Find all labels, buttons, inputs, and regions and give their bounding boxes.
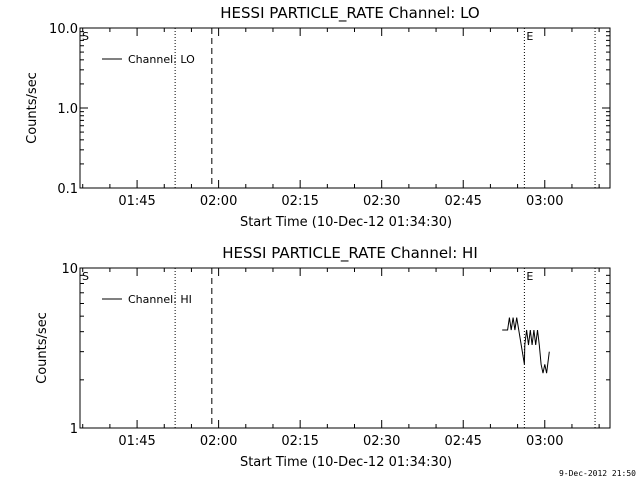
timestamp-label: 9-Dec-2012 21:50 [559,469,636,478]
x-tick-label: 02:15 [281,434,318,449]
x-tick-label: 01:45 [118,434,155,449]
y-tick-label: 1 [70,422,78,437]
x-tick-label: 02:00 [200,434,237,449]
x-tick-label: 02:30 [363,194,400,209]
y-axis-label-lo: Counts/sec [25,72,40,144]
x-tick-label: 02:45 [444,194,481,209]
x-tick-label: 02:00 [200,194,237,209]
y-tick-label: 1.0 [57,102,78,117]
y-tick-label: 10 [61,262,78,277]
series-line [502,317,550,374]
chart-panel-hi: HESSI PARTICLE_RATE Channel: HI Start Ti… [35,244,611,470]
y-tick-label: 0.1 [57,182,78,197]
x-tick-label: 02:30 [363,434,400,449]
x-axis-label-hi: Start Time (10-Dec-12 01:34:30) [240,455,452,470]
x-tick-label: 01:45 [118,194,155,209]
time-marker-label: E [526,30,533,43]
x-tick-label: 03:00 [526,194,563,209]
chart-title-lo: HESSI PARTICLE_RATE Channel: LO [220,4,479,23]
legend-label: Channel: HI [128,293,192,306]
x-tick-label: 02:15 [281,194,318,209]
x-axis-label-lo: Start Time (10-Dec-12 01:34:30) [240,215,452,230]
plot-frame [79,27,611,189]
plot-frame [79,267,611,429]
y-axis-label-hi: Counts/sec [35,312,50,384]
x-tick-label: 03:00 [526,434,563,449]
time-marker-label: S [82,30,89,43]
chart-panel-lo: HESSI PARTICLE_RATE Channel: LO Start Ti… [25,4,611,230]
x-tick-label: 02:45 [444,434,481,449]
y-tick-label: 10.0 [49,22,78,37]
time-marker-label: S [82,270,89,283]
time-marker-label: E [526,270,533,283]
chart-title-hi: HESSI PARTICLE_RATE Channel: HI [222,244,478,263]
legend-label: Channel: LO [128,53,195,66]
